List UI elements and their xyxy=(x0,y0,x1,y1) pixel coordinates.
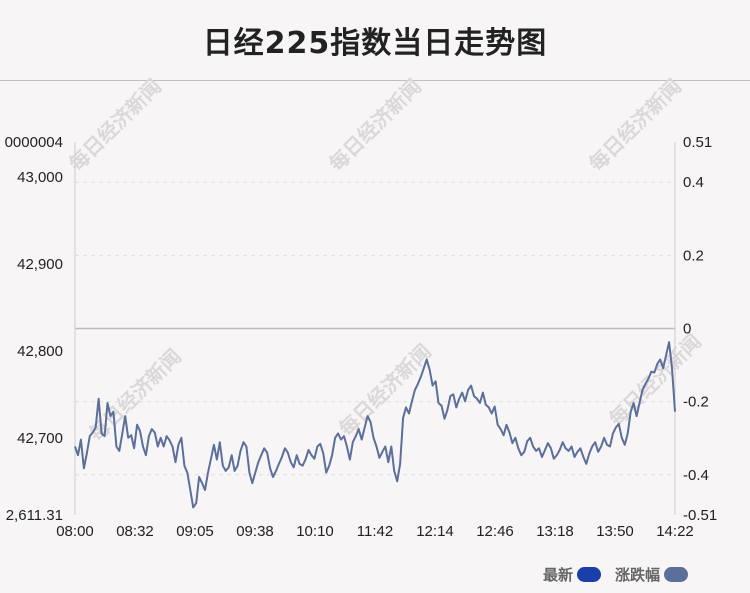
y-right-tick-label: -0.51 xyxy=(683,507,717,524)
y-left-tick-label: 0000004 xyxy=(5,134,63,151)
watermark: 每日经济新闻 xyxy=(334,339,436,441)
y-right-tick-label: 0 xyxy=(683,321,691,338)
legend-item-change[interactable]: 涨跌幅 xyxy=(615,564,688,585)
x-tick-label: 08:00 xyxy=(56,523,94,540)
x-tick-label: 08:32 xyxy=(116,523,154,540)
watermark: 每日经济新闻 xyxy=(84,344,186,446)
y-right-tick-label: 0.4 xyxy=(683,174,704,191)
series-line xyxy=(74,341,676,509)
x-tick-label: 12:14 xyxy=(416,523,454,540)
y-right-tick-label: 0.51 xyxy=(683,134,712,151)
y-left-tick-label: 42,900 xyxy=(17,256,63,273)
x-tick-label: 10:10 xyxy=(296,523,334,540)
legend-label-latest: 最新 xyxy=(542,566,573,584)
legend-swatch-change xyxy=(664,567,688,582)
y-left-tick-label: 42,800 xyxy=(17,343,63,360)
x-tick-label: 11:42 xyxy=(357,523,393,540)
chart-title: 日经225指数当日走势图 xyxy=(202,26,548,61)
title-divider xyxy=(0,80,750,81)
x-tick-label: 14:22 xyxy=(656,523,694,540)
x-tick-label: 09:38 xyxy=(236,523,274,540)
y-left-tick-label: 2,611.31 xyxy=(6,507,63,524)
legend: 最新 涨跌幅 xyxy=(529,564,688,585)
x-tick-label: 13:50 xyxy=(596,523,634,540)
legend-item-latest[interactable]: 最新 xyxy=(543,564,601,585)
x-tick-label: 12:46 xyxy=(476,523,514,540)
y-left-tick-label: 43,000 xyxy=(17,169,63,186)
y-right-tick-label: -0.2 xyxy=(683,394,709,411)
watermark: 每日经济新闻 xyxy=(324,74,426,176)
watermark: 每日经济新闻 xyxy=(604,329,706,431)
watermark: 每日经济新闻 xyxy=(584,74,686,176)
y-left-tick-label: 42,700 xyxy=(17,430,63,447)
x-tick-label: 13:18 xyxy=(536,523,574,540)
legend-swatch-latest xyxy=(576,567,601,582)
x-tick-label: 09:05 xyxy=(176,523,214,540)
y-right-tick-label: 0.2 xyxy=(683,247,704,264)
y-right-tick-label: -0.4 xyxy=(683,467,709,484)
watermark: 每日经济新闻 xyxy=(64,74,166,176)
legend-label-change: 涨跌幅 xyxy=(614,566,660,584)
